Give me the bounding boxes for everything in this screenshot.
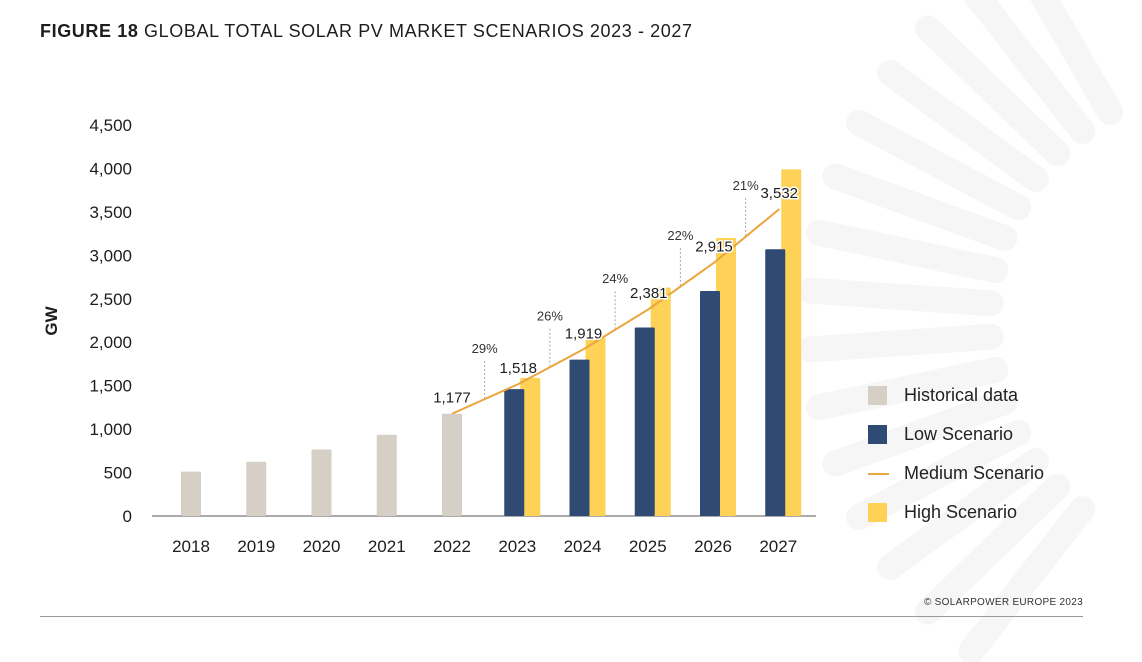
line-medium-scenario (451, 208, 780, 415)
growth-rate-label: 21% (733, 178, 759, 193)
x-tick-label: 2019 (237, 537, 275, 556)
growth-rate-label: 29% (472, 341, 498, 356)
y-tick-label: 4,500 (89, 116, 132, 135)
legend-label-low: Low Scenario (904, 424, 1014, 444)
legend-swatch-historical (868, 386, 887, 405)
x-tick-label: 2022 (433, 537, 471, 556)
bar-high-2025 (650, 287, 671, 516)
legend-item-medium: Medium Scenario (868, 454, 1044, 493)
bar-low-2023 (504, 389, 525, 516)
bar-low-2027 (765, 249, 786, 517)
sunburst-ray (1030, 0, 1123, 126)
bar-historical-2018 (181, 471, 201, 516)
x-tick-label: 2021 (368, 537, 406, 556)
sunburst-ray (877, 448, 1049, 580)
figure-number: FIGURE 18 (40, 21, 139, 41)
bar-historical-2019 (246, 461, 267, 516)
legend-line-medium (868, 472, 889, 475)
y-tick-label: 1,000 (89, 420, 132, 439)
x-tick-label: 2024 (564, 537, 602, 556)
bar-high-2023 (520, 377, 541, 516)
y-tick-label: 2,500 (89, 290, 132, 309)
legend-label-medium: Medium Scenario (904, 463, 1045, 483)
sunburst-ray (798, 277, 1004, 317)
figure-title-text: GLOBAL TOTAL SOLAR PV MARKET SCENARIOS 2… (144, 21, 693, 41)
bar-historical-2022 (442, 413, 462, 516)
sunburst-ray (963, 0, 1096, 144)
sunburst-ray (822, 389, 1018, 477)
bar-historical-2020 (311, 449, 332, 516)
growth-rate-label: 22% (667, 228, 693, 243)
figure-title: FIGURE 18 GLOBAL TOTAL SOLAR PV MARKET S… (40, 21, 693, 42)
y-tick-label: 3,000 (89, 246, 132, 265)
x-tick-label: 2025 (629, 537, 667, 556)
legend-label-historical: Historical data (904, 385, 1019, 405)
bar-high-2027 (781, 169, 802, 516)
x-tick-label: 2023 (498, 537, 536, 556)
growth-rate-label: 24% (602, 271, 628, 286)
bottom-divider (40, 616, 1083, 617)
growth-rate-label: 26% (537, 309, 563, 324)
bar-low-2024 (569, 359, 590, 516)
sunburst-ray (806, 356, 1009, 421)
legend-item-low: Low Scenario (868, 415, 1044, 454)
sunburst-ray (914, 473, 1071, 625)
bar-high-2026 (716, 237, 736, 516)
medium-value-label: 3,532 (760, 185, 798, 202)
medium-value-label: 2,381 (630, 285, 668, 302)
copyright-credit: © SOLARPOWER EUROPE 2023 (923, 597, 1083, 608)
chart-legend: Historical data Low Scenario Medium Scen… (868, 376, 1044, 532)
sunburst-ray (958, 496, 1096, 662)
legend-label-high: High Scenario (904, 502, 1018, 522)
sunburst-ray (822, 163, 1018, 251)
legend-item-high: High Scenario (868, 493, 1044, 532)
x-tick-label: 2027 (759, 537, 797, 556)
sunburst-ray (914, 15, 1071, 167)
bar-high-2024 (585, 337, 606, 516)
bar-historical-2021 (376, 434, 397, 516)
sunburst-ray (846, 109, 1032, 221)
y-tick-label: 4,000 (89, 159, 132, 178)
legend-item-historical: Historical data (868, 376, 1044, 415)
y-tick-label: 2,000 (89, 333, 132, 352)
legend-swatch-low (868, 425, 887, 444)
sunburst-ray (877, 60, 1049, 192)
medium-value-label: 1,919 (565, 325, 603, 342)
x-tick-label: 2018 (172, 537, 210, 556)
y-tick-label: 0 (123, 507, 132, 526)
y-tick-label: 3,500 (89, 203, 132, 222)
x-tick-label: 2020 (303, 537, 341, 556)
sunburst-ray (798, 323, 1004, 363)
y-axis-title: GW (42, 305, 61, 335)
medium-value-label: 1,177 (433, 390, 471, 407)
y-tick-label: 1,500 (89, 377, 132, 396)
bar-low-2025 (634, 327, 655, 516)
bar-low-2026 (700, 290, 720, 516)
y-tick-label: 500 (104, 464, 132, 483)
medium-value-label: 2,915 (695, 239, 733, 256)
x-tick-label: 2026 (694, 537, 732, 556)
legend-swatch-high (868, 503, 887, 522)
medium-value-label: 1,518 (499, 360, 537, 377)
sunburst-ray (806, 219, 1009, 284)
